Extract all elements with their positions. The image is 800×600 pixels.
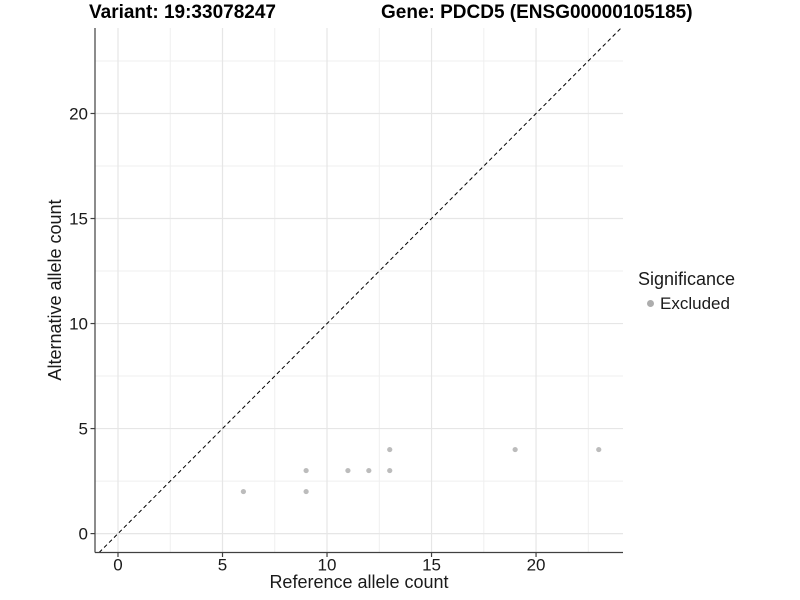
legend: Significance Excluded — [638, 268, 735, 314]
x-tick-label: 15 — [422, 556, 441, 575]
data-point — [345, 467, 351, 474]
data-point — [387, 467, 393, 474]
y-tick-label: 20 — [69, 104, 88, 123]
excluded-point-icon — [647, 300, 654, 307]
y-tick-label: 5 — [79, 420, 88, 439]
legend-item-label: Excluded — [660, 294, 730, 313]
x-tick-label: 0 — [113, 556, 122, 575]
variant-title: Variant: 19:33078247 — [89, 2, 276, 23]
y-tick-label: 0 — [79, 525, 88, 544]
identity-line — [98, 27, 622, 553]
data-point — [512, 446, 518, 453]
data-point — [303, 488, 309, 495]
x-tick-label: 10 — [318, 556, 337, 575]
data-point — [596, 446, 602, 453]
x-tick-label: 5 — [218, 556, 227, 575]
data-point — [303, 467, 309, 474]
y-axis-label: Alternative allele count — [45, 199, 65, 381]
x-axis-label: Reference allele count — [269, 572, 449, 592]
x-tick-label: 20 — [527, 556, 546, 575]
data-point — [366, 467, 372, 474]
y-tick-label: 15 — [69, 210, 88, 229]
y-tick-label: 10 — [69, 315, 88, 334]
data-point — [240, 488, 247, 495]
gene-title: Gene: PDCD5 (ENSG00000105185) — [381, 2, 693, 23]
legend-item-excluded: Excluded — [638, 293, 735, 314]
legend-title: Significance — [638, 269, 736, 289]
data-point — [387, 446, 393, 453]
